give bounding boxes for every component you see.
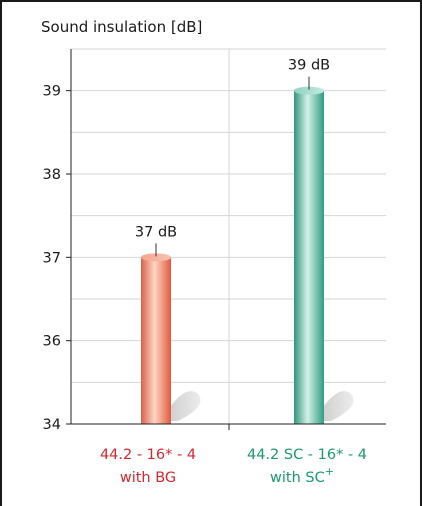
value-label-2: 39 dB — [288, 58, 330, 74]
category-label-2-line2: with SC+ — [270, 465, 334, 486]
value-label-1: 37 dB — [135, 224, 177, 240]
bars: 37 dB 39 dB — [135, 58, 354, 425]
gridlines — [71, 48, 386, 424]
category-label-2-line2-text: with SC — [270, 470, 325, 486]
bar-1 — [141, 257, 171, 424]
category-label-1-line2: with BG — [120, 470, 176, 486]
bar-2 — [294, 90, 324, 425]
y-tick-label: 36 — [43, 334, 61, 350]
category-label-2-line1: 44.2 SC - 16* - 4 — [247, 447, 367, 463]
bar-1-top-cap — [141, 253, 171, 262]
y-tick-label: 37 — [43, 250, 61, 266]
category-label-2-superscript: + — [325, 465, 334, 478]
category-label-1-line1: 44.2 - 16* - 4 — [100, 447, 196, 463]
y-tick-label: 38 — [43, 167, 61, 183]
chart-title: Sound insulation [dB] — [41, 18, 202, 36]
bar-2-top-cap — [294, 86, 324, 95]
y-tick-label: 39 — [43, 84, 61, 100]
y-axis-ticks: 34 36 37 38 39 — [43, 84, 71, 433]
y-tick-label: 34 — [43, 417, 61, 433]
